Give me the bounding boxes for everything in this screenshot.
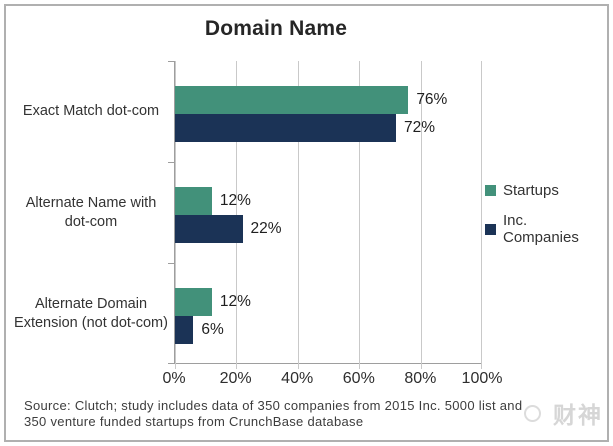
x-axis: 0% 20% 40% 60% 80% 100%: [162, 370, 502, 392]
bar-value-label: 76%: [416, 91, 448, 108]
bar-group-exact-match: 76% 72%: [175, 61, 482, 162]
bar-value-label: 6%: [201, 321, 224, 338]
chart-title: Domain Name: [204, 17, 348, 40]
y-axis-tick: [168, 61, 174, 62]
gridline: [481, 61, 482, 369]
gridline: [420, 61, 422, 369]
y-axis-tick: [168, 363, 174, 364]
legend: Startups Inc. Companies: [485, 182, 607, 246]
bar-value-label: 72%: [404, 119, 436, 136]
bar-startups: [175, 86, 409, 114]
y-axis-tick: [168, 162, 174, 163]
chart-frame: Domain Name Exact Match dot-com Alternat…: [4, 4, 609, 442]
gridline: [297, 61, 299, 369]
legend-item-startups: Startups: [485, 182, 607, 199]
bar-value-label: 22%: [250, 220, 282, 237]
source-note-line2: 350 venture funded startups from CrunchB…: [24, 414, 364, 430]
legend-swatch-startups: [485, 185, 496, 196]
bar-value-label: 12%: [219, 192, 251, 209]
bar-inc-companies: [175, 215, 243, 243]
legend-item-inc-companies: Inc. Companies: [485, 212, 607, 246]
bar-group-alternate-extension: 12% 6%: [175, 263, 482, 364]
x-tick-label: 20%: [219, 370, 252, 387]
legend-label: Startups: [503, 182, 559, 199]
legend-label: Inc. Companies: [502, 212, 579, 246]
bar-inc-companies: [175, 114, 397, 142]
gridline: [359, 61, 361, 369]
legend-swatch-inc-companies: [485, 223, 496, 235]
y-axis-tick: [168, 263, 174, 264]
source-note: Source: Clutch; study includes data of 3…: [24, 398, 597, 431]
bar-value-label: 12%: [219, 293, 251, 310]
x-tick-label: 80%: [404, 370, 437, 387]
bar-startups: [175, 288, 212, 316]
bar-startups: [175, 187, 212, 215]
category-label: Alternate Name with dot-com: [25, 194, 157, 230]
bar-inc-companies: [175, 316, 194, 344]
category-axis: Exact Match dot-com Alternate Name with …: [12, 61, 170, 364]
bar-group-alternate-name: 12% 22%: [175, 162, 482, 263]
source-note-line1: Source: Clutch; study includes data of 3…: [24, 398, 523, 413]
x-tick-label: 100%: [461, 370, 503, 387]
plot-area: 76% 72% 12% 22% 12% 6%: [168, 61, 482, 369]
x-tick-label: 60%: [342, 370, 375, 387]
x-tick-label: 0%: [162, 370, 186, 387]
x-tick-label: 40%: [281, 370, 314, 387]
category-label: Alternate Domain Extension (not dot-com): [14, 295, 168, 331]
category-label: Exact Match dot-com: [22, 103, 160, 120]
